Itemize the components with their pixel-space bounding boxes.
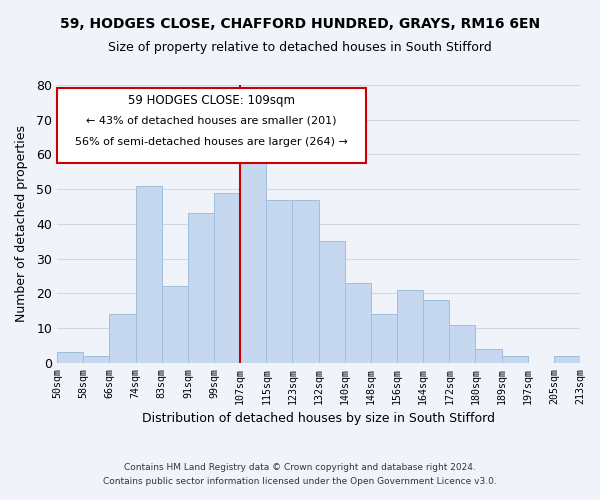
- Bar: [397, 290, 423, 363]
- Bar: [292, 200, 319, 363]
- Bar: [554, 356, 580, 363]
- Text: 59 HODGES CLOSE: 109sqm: 59 HODGES CLOSE: 109sqm: [128, 94, 295, 107]
- Y-axis label: Number of detached properties: Number of detached properties: [15, 126, 28, 322]
- Text: 59, HODGES CLOSE, CHAFFORD HUNDRED, GRAYS, RM16 6EN: 59, HODGES CLOSE, CHAFFORD HUNDRED, GRAY…: [60, 18, 540, 32]
- Bar: [162, 286, 188, 363]
- Text: 56% of semi-detached houses are larger (264) →: 56% of semi-detached houses are larger (…: [75, 136, 348, 146]
- Text: Size of property relative to detached houses in South Stifford: Size of property relative to detached ho…: [108, 41, 492, 54]
- Bar: [345, 283, 371, 363]
- Bar: [475, 349, 502, 363]
- Bar: [214, 192, 240, 363]
- Bar: [371, 314, 397, 363]
- Text: ← 43% of detached houses are smaller (201): ← 43% of detached houses are smaller (20…: [86, 115, 337, 125]
- Bar: [266, 200, 292, 363]
- Bar: [83, 356, 109, 363]
- Bar: [449, 324, 475, 363]
- Bar: [502, 356, 528, 363]
- Bar: [57, 352, 83, 363]
- Bar: [109, 314, 136, 363]
- Bar: [136, 186, 162, 363]
- Bar: [188, 214, 214, 363]
- Bar: [423, 300, 449, 363]
- Bar: [240, 144, 266, 363]
- X-axis label: Distribution of detached houses by size in South Stifford: Distribution of detached houses by size …: [142, 412, 495, 425]
- Text: Contains HM Land Registry data © Crown copyright and database right 2024.: Contains HM Land Registry data © Crown c…: [124, 464, 476, 472]
- Text: Contains public sector information licensed under the Open Government Licence v3: Contains public sector information licen…: [103, 477, 497, 486]
- Bar: [319, 242, 345, 363]
